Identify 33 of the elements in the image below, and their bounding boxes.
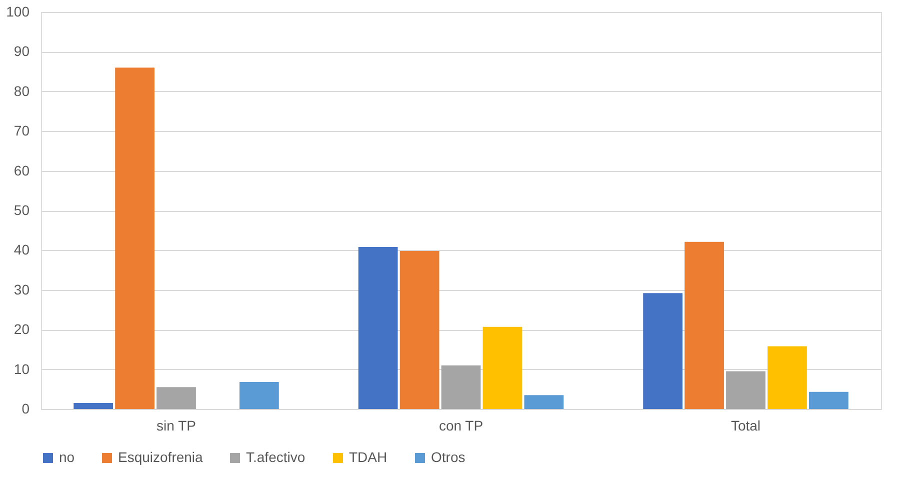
- legend-label: no: [59, 449, 75, 465]
- bar: [115, 68, 154, 409]
- y-tick-label: 0: [22, 400, 30, 416]
- bar: [156, 387, 196, 409]
- bar: [441, 365, 481, 409]
- bar: [358, 247, 398, 409]
- y-tick-label: 60: [14, 162, 30, 178]
- bar: [400, 250, 440, 409]
- bar: [239, 382, 279, 409]
- legend-label: Otros: [431, 449, 466, 465]
- bar: [808, 392, 848, 409]
- x-tick-label: sin TP: [156, 418, 196, 434]
- x-tick-label: Total: [730, 418, 761, 434]
- y-tick-label: 40: [14, 242, 30, 258]
- y-tick-label: 20: [14, 321, 30, 338]
- y-tick-label: 80: [14, 82, 30, 99]
- y-tick-label: 50: [14, 202, 30, 218]
- bar: [74, 403, 114, 409]
- bar: [643, 293, 683, 409]
- y-tick-label: 90: [14, 43, 30, 60]
- legend-label: Esquizofrenia: [118, 449, 204, 465]
- y-tick-label: 70: [14, 122, 30, 139]
- bar: [726, 371, 766, 409]
- legend-label: T.afectivo: [246, 449, 306, 465]
- legend-label: TDAH: [349, 449, 388, 465]
- x-tick-label: con TP: [438, 418, 484, 434]
- y-tick-label: 10: [14, 360, 30, 377]
- bar: [482, 326, 522, 409]
- bar: [768, 346, 807, 409]
- y-tick-label: 100: [6, 4, 30, 20]
- y-tick-label: 30: [14, 281, 30, 298]
- bar: [524, 395, 564, 409]
- bar: [684, 242, 724, 409]
